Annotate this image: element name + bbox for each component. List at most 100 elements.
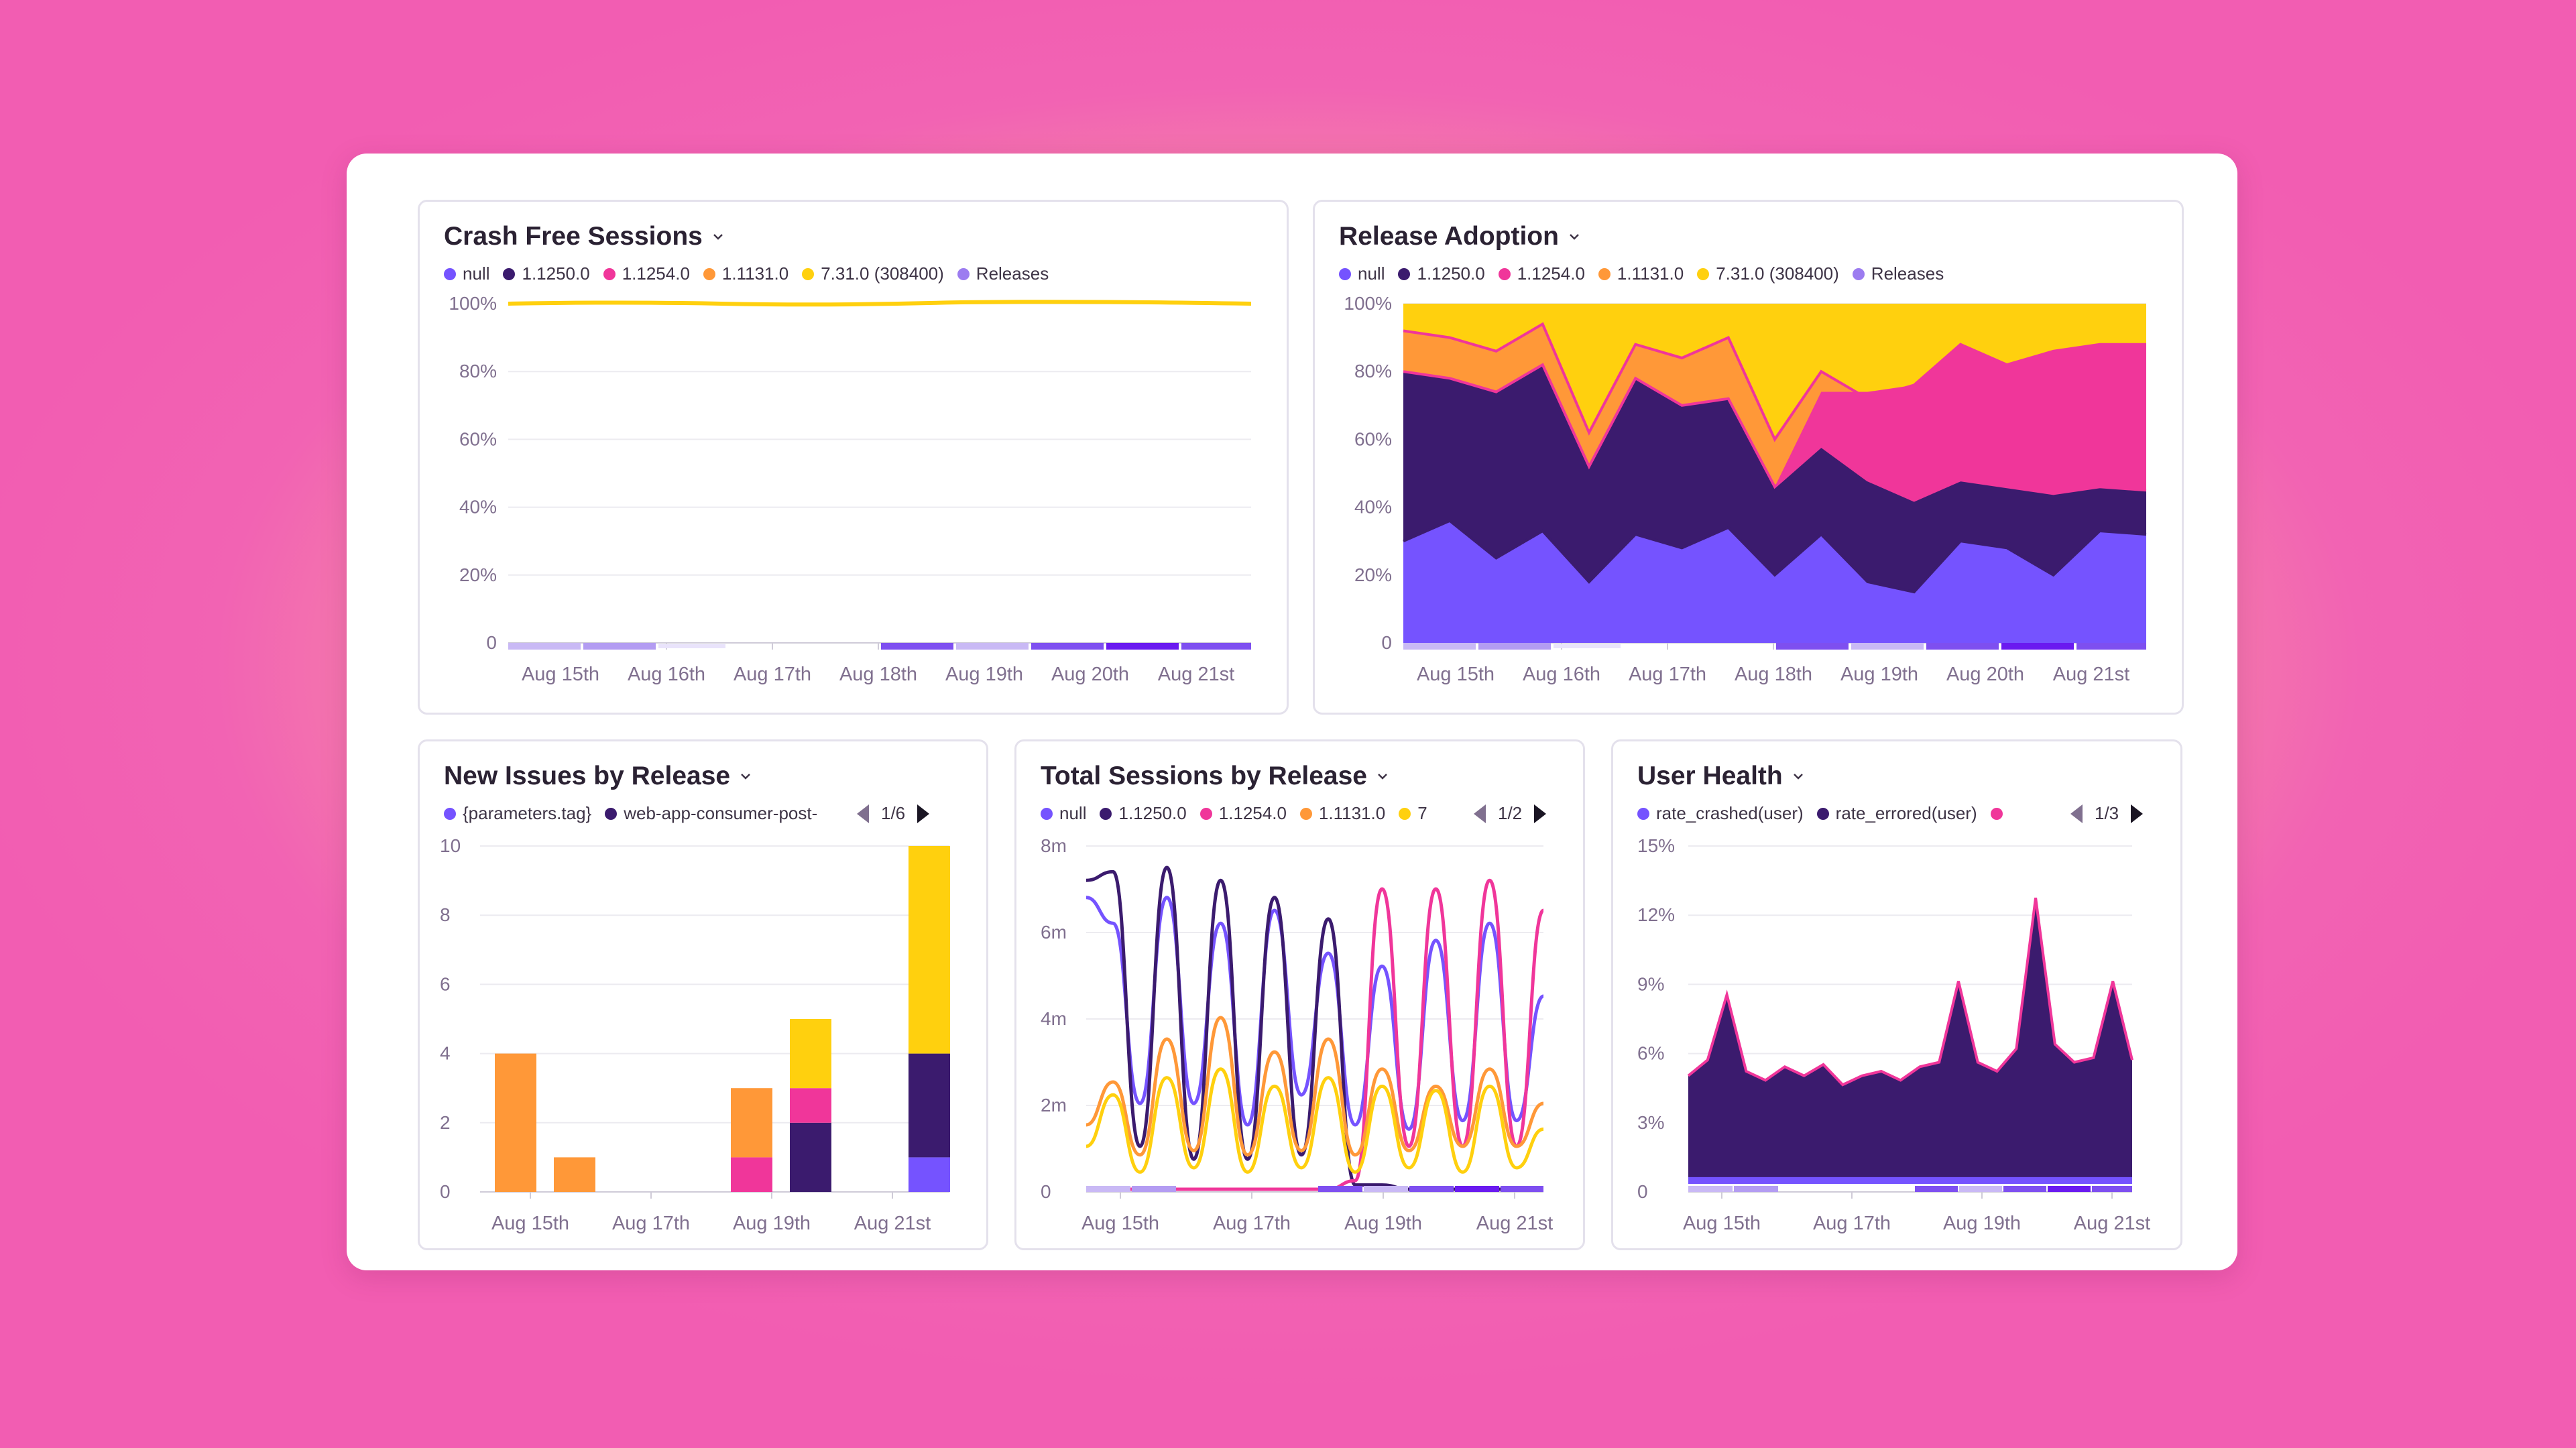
line-series-7[interactable]	[1086, 1067, 1544, 1174]
y-tick-label: 12%	[1637, 904, 1675, 925]
release-marker[interactable]	[2092, 1186, 2132, 1192]
release-marker[interactable]	[1776, 643, 1849, 650]
bar-segment[interactable]	[790, 1019, 831, 1089]
release-marker[interactable]	[1851, 643, 1924, 650]
area-outline	[1403, 363, 2147, 502]
legend-item[interactable]: 1.1254.0	[603, 263, 690, 284]
legend-item[interactable]: rate_errored(user)	[1816, 803, 1977, 824]
release-marker[interactable]	[1959, 1186, 2002, 1192]
release-marker[interactable]	[2076, 643, 2146, 650]
legend-item[interactable]: null	[444, 263, 489, 284]
area-series-0[interactable]	[1403, 520, 2146, 643]
bar-segment[interactable]	[790, 1122, 831, 1192]
release-marker[interactable]	[1688, 1186, 1733, 1192]
release-marker[interactable]	[1364, 1186, 1408, 1192]
legend-item[interactable]	[1990, 807, 2009, 820]
bar-segment[interactable]	[790, 1088, 831, 1123]
legend-item[interactable]: 1.1254.0	[1498, 263, 1585, 284]
line-series-1.1131.0[interactable]	[1086, 1016, 1544, 1157]
legend-item[interactable]: 1.1131.0	[1299, 803, 1385, 824]
bar-segment[interactable]	[909, 1157, 950, 1192]
chevron-down-icon[interactable]	[1568, 231, 1580, 243]
total-sessions-widget: Total Sessions by Release null 1.1250.0 1.…	[1014, 739, 1585, 1250]
release-marker[interactable]	[2048, 1186, 2091, 1192]
legend-item[interactable]: Releases	[957, 263, 1049, 284]
legend-item[interactable]: rate_crashed(user)	[1637, 803, 1804, 824]
release-marker[interactable]	[658, 644, 725, 648]
release-marker[interactable]	[1132, 1186, 1176, 1192]
release-marker[interactable]	[1915, 1186, 1958, 1192]
legend-item[interactable]: null	[1041, 803, 1086, 824]
legend-item[interactable]: 1.1254.0	[1199, 803, 1287, 824]
legend-item[interactable]: {parameters.tag}	[444, 803, 591, 824]
next-page-icon[interactable]	[2131, 804, 2144, 823]
release-marker[interactable]	[1181, 643, 1251, 650]
widget-title[interactable]: New Issues by Release	[444, 762, 752, 791]
legend-item[interactable]: web-app-consumer-post-	[605, 803, 817, 824]
release-marker[interactable]	[1734, 1186, 1778, 1192]
release-marker[interactable]	[881, 643, 953, 650]
release-marker[interactable]	[508, 643, 581, 650]
legend-item[interactable]: Releases	[1852, 263, 1944, 284]
legend-dot	[703, 267, 715, 280]
area-series-rate-crashed[interactable]	[1688, 1176, 2132, 1184]
release-marker[interactable]	[1455, 1186, 1499, 1192]
prev-page-icon[interactable]	[857, 804, 869, 823]
legend-item[interactable]: 1.1250.0	[1100, 803, 1187, 824]
release-markers	[1688, 1186, 2132, 1192]
widget-title[interactable]: Total Sessions by Release	[1041, 762, 1389, 791]
legend-item[interactable]: 7.31.0 (308400)	[802, 263, 944, 284]
chevron-down-icon[interactable]	[1377, 770, 1389, 782]
release-marker[interactable]	[2003, 1186, 2046, 1192]
legend-item[interactable]: 7	[1399, 803, 1427, 824]
release-marker[interactable]	[1409, 1186, 1454, 1192]
release-marker[interactable]	[1086, 1186, 1130, 1192]
bar-segment[interactable]	[495, 1053, 536, 1192]
legend-item[interactable]: 1.1131.0	[703, 263, 788, 284]
bar-segment[interactable]	[731, 1088, 772, 1158]
widget-title[interactable]: Crash Free Sessions	[444, 222, 724, 251]
area-series-4[interactable]	[1403, 304, 2146, 643]
release-marker[interactable]	[1106, 643, 1179, 650]
bar-segment[interactable]	[554, 1157, 595, 1192]
release-markers	[508, 643, 1251, 650]
next-page-icon[interactable]	[917, 804, 930, 823]
x-tick-label: Aug 17th	[1629, 664, 1706, 685]
widget-title[interactable]: User Health	[1637, 762, 1804, 791]
prev-page-icon[interactable]	[2070, 804, 2083, 823]
next-page-icon[interactable]	[1534, 804, 1547, 823]
release-marker[interactable]	[1031, 643, 1104, 650]
y-tick-label: 20%	[459, 564, 497, 585]
chevron-down-icon[interactable]	[712, 231, 724, 243]
line-series-null[interactable]	[1086, 896, 1545, 1131]
widget-title[interactable]: Release Adoption	[1339, 222, 1580, 251]
legend-item[interactable]: 7.31.0 (308400)	[1697, 263, 1839, 284]
legend-item[interactable]: 1.1250.0	[503, 263, 590, 284]
legend-item[interactable]: 1.1131.0	[1598, 263, 1684, 284]
release-marker[interactable]	[583, 643, 656, 650]
legend-dot	[1637, 807, 1649, 820]
line-series-1.1250.0[interactable]	[1086, 865, 1543, 1191]
bar-segment[interactable]	[731, 1157, 772, 1192]
legend-label: web-app-consumer-post-	[624, 803, 818, 823]
bar-segment[interactable]	[909, 1053, 950, 1158]
release-marker[interactable]	[1554, 644, 1621, 648]
area-series-1[interactable]	[1403, 365, 2146, 643]
chevron-down-icon[interactable]	[740, 770, 752, 782]
release-marker[interactable]	[2001, 643, 2074, 650]
prev-page-icon[interactable]	[1474, 804, 1486, 823]
legend-item[interactable]: null	[1339, 263, 1385, 284]
area-series-3[interactable]	[1403, 324, 2146, 643]
legend-item[interactable]: 1.1250.0	[1398, 263, 1485, 284]
line-series-1.1254.0[interactable]	[1086, 878, 1545, 1191]
release-marker[interactable]	[1403, 643, 1476, 650]
bar-segment[interactable]	[909, 846, 950, 1054]
release-marker[interactable]	[1318, 1186, 1362, 1192]
chevron-down-icon[interactable]	[1792, 770, 1804, 782]
release-marker[interactable]	[1501, 1186, 1543, 1192]
area-series-rate-errored[interactable]	[1688, 898, 2132, 1184]
release-marker[interactable]	[1478, 643, 1551, 650]
release-marker[interactable]	[956, 643, 1029, 650]
area-series-2[interactable]	[1403, 344, 2146, 643]
release-marker[interactable]	[1926, 643, 1999, 650]
